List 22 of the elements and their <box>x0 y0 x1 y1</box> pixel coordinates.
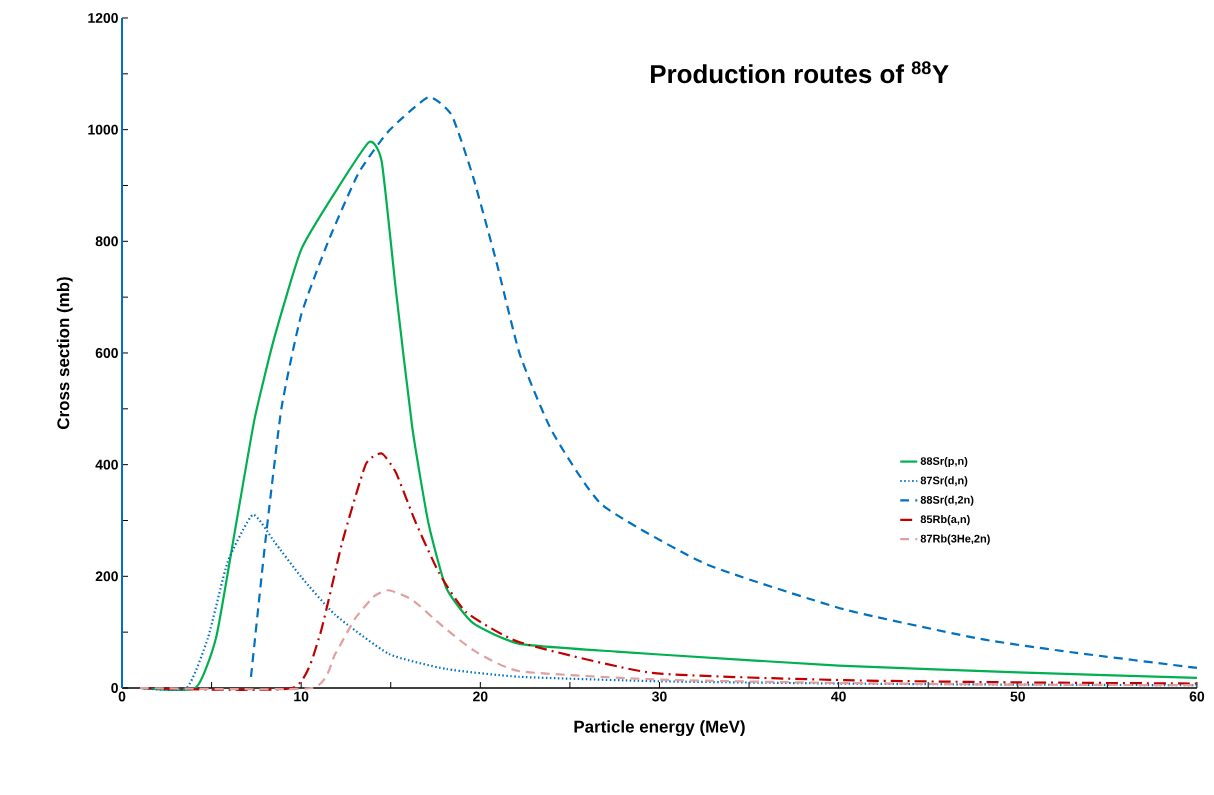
x-tick-label: 10 <box>294 691 309 702</box>
x-tick-label: 50 <box>1010 691 1025 702</box>
y-tick-label: 800 <box>95 236 118 247</box>
x-axis-title: Particle energy (MeV) <box>574 720 745 737</box>
legend-label: 87Rb(3He,2n) <box>920 534 990 545</box>
text: Production routes of $^{88}$Y <box>651 61 949 84</box>
y-tick-label: 1200 <box>88 13 118 23</box>
legend-label: 85Rb(a,n) <box>920 515 970 526</box>
y-tick-label: 0 <box>111 683 118 693</box>
x-tick-label: 40 <box>831 691 846 702</box>
legend-label: 87Sr(d,n) <box>920 476 968 487</box>
y-tick-label: 1000 <box>88 124 118 135</box>
x-tick-label: 30 <box>652 691 667 702</box>
y-tick-label: 600 <box>95 348 118 358</box>
x-tick-label: 0 <box>118 691 126 702</box>
y-axis-title: Cross section (mb) <box>56 277 73 429</box>
y-tick-label: 200 <box>95 571 118 582</box>
y-tick-label: 400 <box>95 459 118 470</box>
legend-label: 88Sr(p,n) <box>920 456 968 468</box>
legend-label: 88Sr(d,2n) <box>920 495 974 506</box>
x-tick-label: 60 <box>1189 691 1205 702</box>
x-tick-label: 20 <box>473 691 488 702</box>
